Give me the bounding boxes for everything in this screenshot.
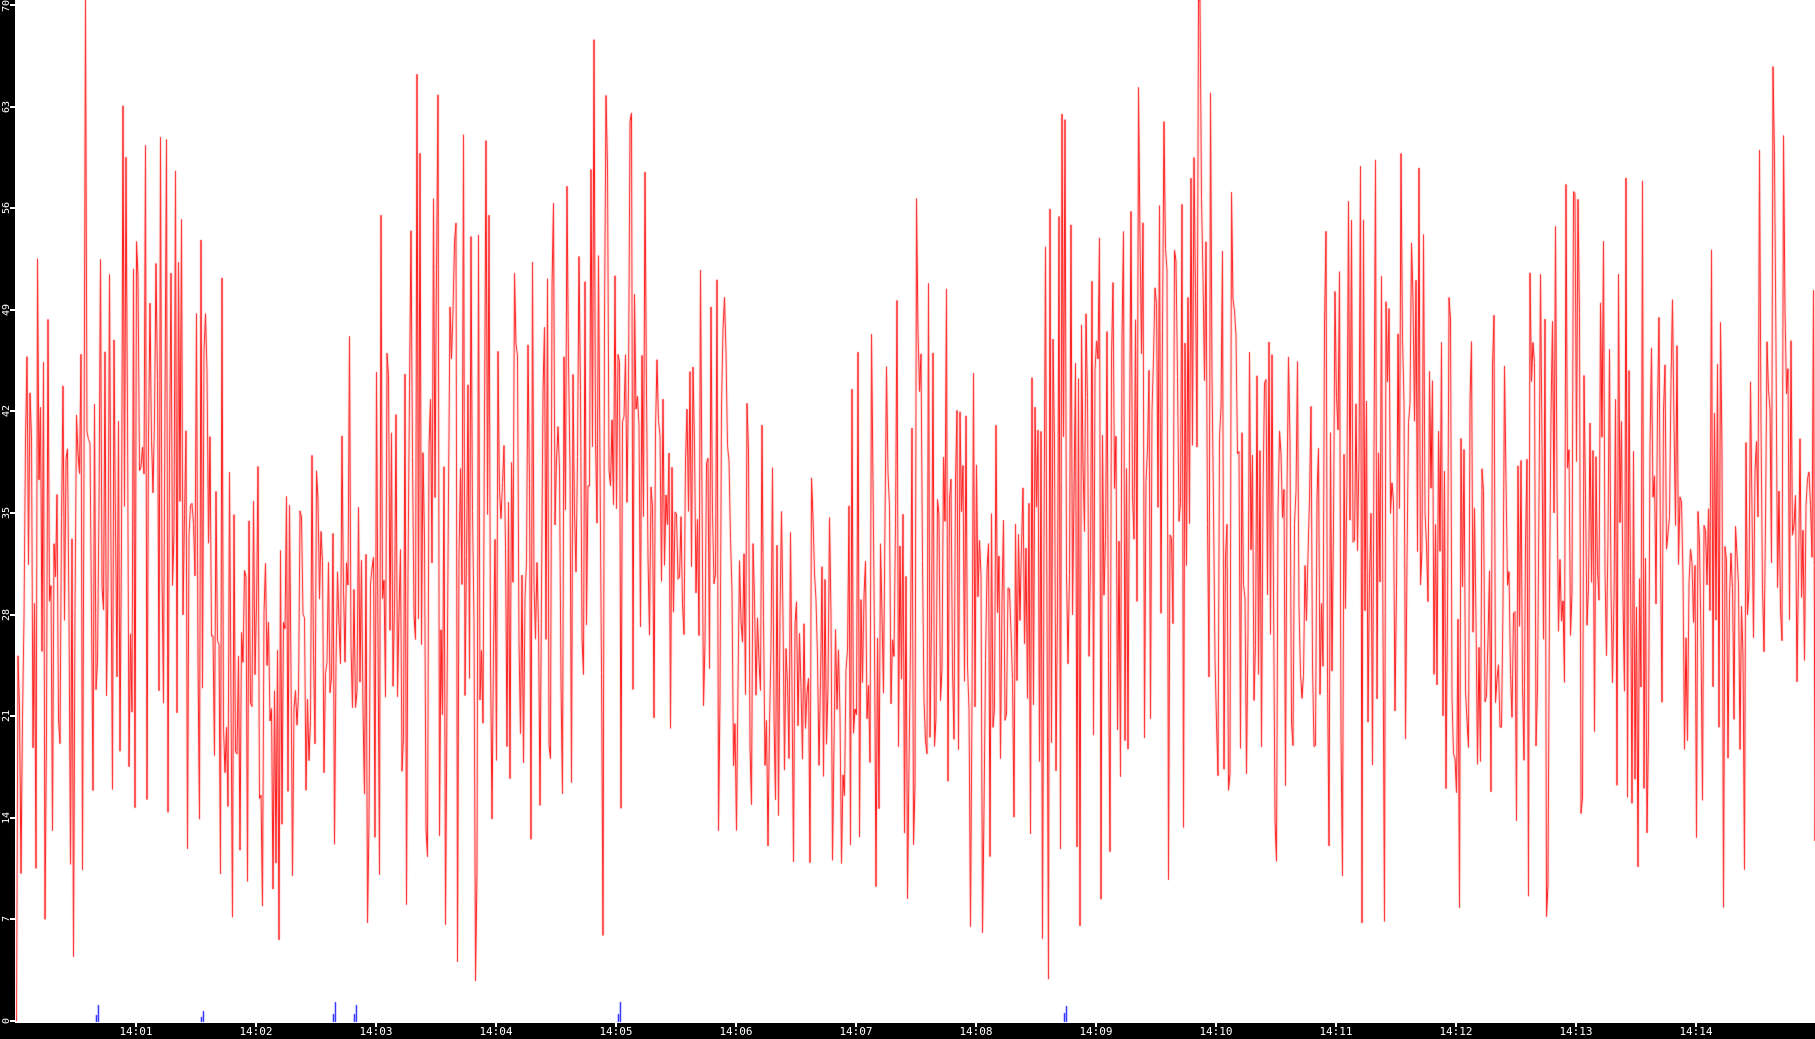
y-tick-mark: [10, 410, 15, 413]
y-tick-mark: [10, 308, 15, 311]
y-tick-label: 21: [1, 710, 12, 723]
x-tick-mark: [615, 1023, 617, 1027]
x-tick-mark: [1335, 1023, 1337, 1027]
y-tick-mark: [10, 207, 15, 210]
y-tick-label: 42: [1, 405, 12, 418]
x-tick-label: 14:02: [239, 1025, 273, 1038]
y-tick-label: 63: [1, 100, 12, 113]
y-axis-bar: [0, 0, 15, 1023]
y-tick-label: 49: [1, 303, 12, 316]
x-tick-mark: [1695, 1023, 1697, 1027]
x-tick-mark: [375, 1023, 377, 1027]
x-tick-label: 14:06: [719, 1025, 753, 1038]
y-tick-label: 70: [1, 0, 12, 13]
x-tick-mark: [975, 1023, 977, 1027]
x-tick-mark: [1215, 1023, 1217, 1027]
x-tick-label: 14:14: [1679, 1025, 1713, 1038]
y-tick-mark: [10, 105, 15, 108]
y-tick-label: 56: [1, 202, 12, 215]
y-tick-mark: [10, 816, 15, 819]
y-tick-label: 35: [1, 506, 12, 520]
y-tick-label: 28: [1, 608, 12, 621]
x-tick-label: 14:07: [839, 1025, 873, 1038]
x-tick-mark: [495, 1023, 497, 1027]
x-tick-mark: [255, 1023, 257, 1027]
x-tick-mark: [1095, 1023, 1097, 1027]
x-tick-label: 14:05: [599, 1025, 633, 1038]
y-tick-mark: [10, 715, 15, 718]
y-tick-label: 0: [1, 1017, 12, 1025]
x-axis-bar: [0, 1023, 1815, 1039]
x-tick-label: 14:01: [119, 1025, 153, 1038]
x-tick-label: 14:10: [1199, 1025, 1233, 1038]
y-tick-mark: [10, 1020, 15, 1022]
x-tick-mark: [1455, 1023, 1457, 1027]
x-tick-label: 14:12: [1439, 1025, 1473, 1038]
x-tick-label: 14:09: [1079, 1025, 1113, 1038]
x-tick-label: 14:11: [1319, 1025, 1353, 1038]
x-tick-label: 14:08: [959, 1025, 993, 1038]
y-tick-label: 14: [1, 811, 12, 824]
x-tick-mark: [735, 1023, 737, 1027]
y-tick-mark: [10, 512, 15, 514]
y-tick-mark: [10, 613, 15, 616]
x-tick-mark: [855, 1023, 857, 1027]
x-tick-label: 14:03: [359, 1025, 393, 1038]
x-tick-mark: [1575, 1023, 1577, 1027]
x-tick-mark: [135, 1023, 137, 1027]
x-tick-label: 14:04: [479, 1025, 513, 1038]
x-tick-label: 14:13: [1559, 1025, 1593, 1038]
y-tick-mark: [10, 4, 15, 7]
y-tick-label: 7: [1, 916, 12, 923]
y-tick-mark: [10, 918, 15, 921]
